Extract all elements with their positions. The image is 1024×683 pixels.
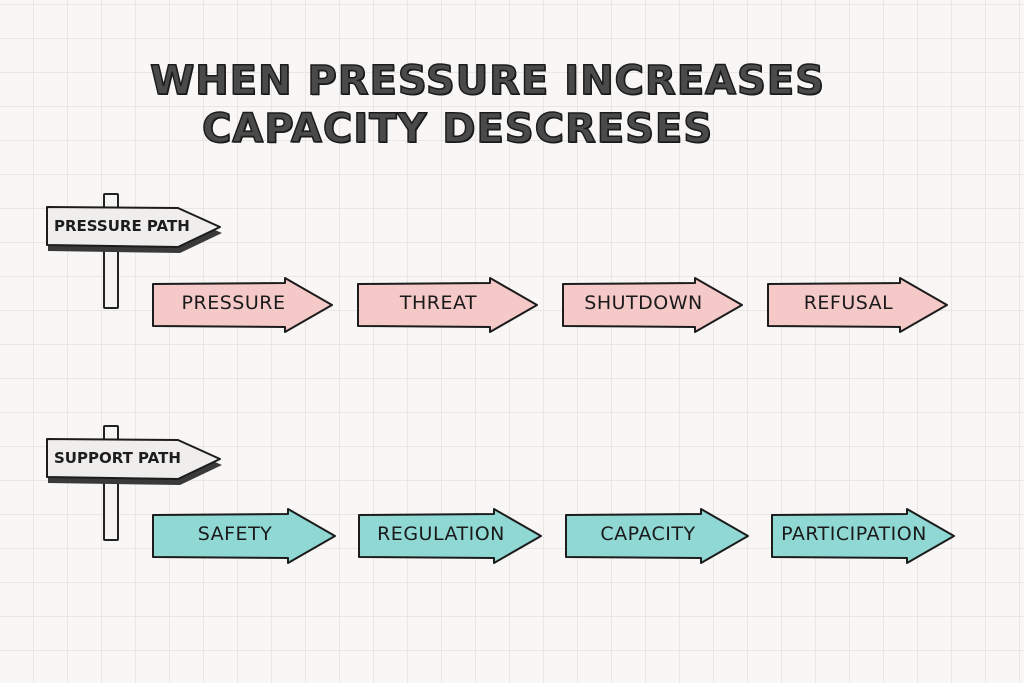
step-label: REGULATION: [377, 523, 505, 545]
title-line-2: CAPACITY DESCRESES: [201, 105, 714, 153]
step-label: SHUTDOWN: [584, 292, 703, 314]
step-arrow-participation: PARTICIPATION: [771, 508, 955, 564]
step-arrow-capacity: CAPACITY: [565, 508, 749, 564]
step-arrow-shutdown: SHUTDOWN: [562, 277, 743, 333]
sign-label: PRESSURE PATH: [54, 217, 190, 235]
step-arrow-pressure: PRESSURE: [152, 277, 333, 333]
step-label: CAPACITY: [600, 523, 696, 545]
step-label: REFUSAL: [803, 292, 894, 314]
step-label: PRESSURE: [181, 292, 286, 314]
sign-label: SUPPORT PATH: [54, 449, 181, 467]
step-label: SAFETY: [197, 523, 273, 545]
title-line-1: WHEN PRESSURE INCREASES: [149, 57, 825, 105]
step-arrow-threat: THREAT: [357, 277, 538, 333]
support-path-sign: SUPPORT PATH: [46, 437, 224, 489]
step-label: PARTICIPATION: [781, 523, 927, 545]
pressure-path-sign: PRESSURE PATH: [46, 205, 224, 257]
step-label: THREAT: [399, 292, 478, 314]
step-arrow-safety: SAFETY: [152, 508, 336, 564]
step-arrow-regulation: REGULATION: [358, 508, 542, 564]
step-arrow-refusal: REFUSAL: [767, 277, 948, 333]
